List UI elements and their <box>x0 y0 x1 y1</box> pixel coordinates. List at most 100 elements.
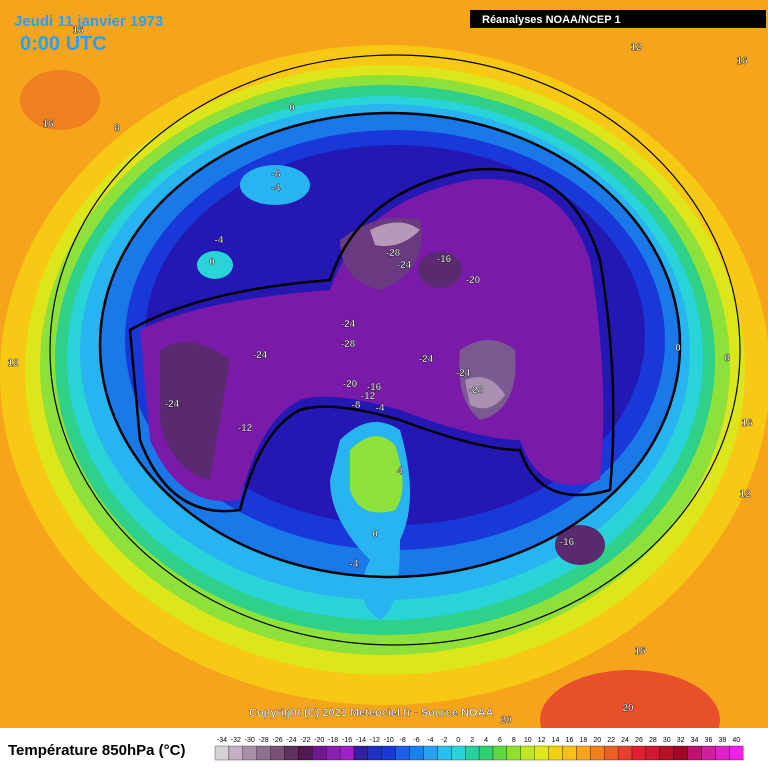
color-tick-label: 12 <box>538 737 546 744</box>
contour-label: -8 <box>352 400 361 411</box>
color-cell <box>576 745 591 761</box>
contour-label: 20 <box>622 703 634 714</box>
color-cell <box>590 745 605 761</box>
color-tick-label: 10 <box>524 737 532 744</box>
contour-label: -24 <box>253 350 268 361</box>
color-cell <box>701 745 716 761</box>
contour-label: -24 <box>419 354 434 365</box>
color-cell <box>604 745 619 761</box>
color-tick-label: 26 <box>635 737 643 744</box>
color-cell <box>478 745 494 761</box>
contour-label: 12 <box>7 358 19 369</box>
contour-label: 12 <box>739 489 751 500</box>
color-cell <box>659 745 674 761</box>
contour-label: -28 <box>386 248 401 259</box>
color-cell <box>409 745 424 761</box>
color-tick-label: 8 <box>512 737 516 744</box>
color-cell <box>534 745 549 761</box>
color-tick-label: 38 <box>718 737 726 744</box>
color-tick-label: 28 <box>649 737 657 744</box>
color-cell <box>381 745 396 761</box>
contour-label: -28 <box>341 339 356 350</box>
contours <box>49 54 741 646</box>
color-cell <box>617 745 633 761</box>
color-tick-label: -4 <box>427 737 433 744</box>
color-cell <box>715 745 730 761</box>
legend-title: Température 850hPa (°C) <box>8 742 185 759</box>
color-cell <box>465 745 480 761</box>
color-tick-label: 40 <box>732 737 740 744</box>
color-cell <box>673 745 688 761</box>
color-cell <box>284 745 299 761</box>
time-label: 0:00 UTC <box>20 33 107 55</box>
contour-label: 16 <box>736 56 748 67</box>
color-cell <box>687 745 702 761</box>
color-cell <box>451 745 466 761</box>
color-cell <box>367 745 382 761</box>
temperature-fields <box>0 45 768 770</box>
color-tick-label: -6 <box>413 737 419 744</box>
contour-label: 0 <box>675 343 681 354</box>
color-tick-label: 20 <box>593 737 601 744</box>
color-cell <box>395 745 410 761</box>
color-cell <box>256 745 271 761</box>
color-cell <box>729 745 744 761</box>
color-tick-label: 0 <box>456 737 460 744</box>
color-cell <box>242 745 257 761</box>
contour-label: 12 <box>630 42 642 53</box>
color-cell <box>339 745 355 761</box>
color-tick-label: -34 <box>217 737 227 744</box>
color-cell <box>312 745 327 761</box>
contour-label: -4 <box>350 559 359 570</box>
contour-label: -12 <box>238 423 253 434</box>
color-tick-label: -18 <box>328 737 338 744</box>
color-tick-label: 24 <box>621 737 629 744</box>
contour-label: -4 <box>215 235 224 246</box>
color-tick-label: -24 <box>286 737 296 744</box>
color-tick-label: 2 <box>470 737 474 744</box>
color-cell <box>520 745 535 761</box>
contour-label: -20 <box>343 379 358 390</box>
color-tick-label: -12 <box>370 737 380 744</box>
contour-label: 8 <box>724 353 730 364</box>
date-label: Jeudi 11 janvier 1973 <box>14 13 163 30</box>
contour-label: 16 <box>42 119 54 130</box>
color-tick-label: 36 <box>705 737 713 744</box>
color-cell <box>562 745 577 761</box>
color-cell <box>423 745 438 761</box>
contour-label: -16 <box>367 382 382 393</box>
contour-label: 0 <box>372 529 378 540</box>
contour-label: -24 <box>397 260 412 271</box>
color-cell <box>492 745 508 761</box>
contour-label: -4 <box>272 183 281 194</box>
color-cell <box>228 745 243 761</box>
color-tick-label: -22 <box>300 737 310 744</box>
color-tick-label: 18 <box>579 737 587 744</box>
contour-label: 16 <box>634 646 646 657</box>
source-label: Réanalyses NOAA/NCEP 1 <box>482 14 621 26</box>
contour-label: 8 <box>114 123 120 134</box>
contour-label: 16 <box>741 418 753 429</box>
color-cell <box>298 745 313 761</box>
contour-label: -20 <box>466 275 481 286</box>
color-tick-label: -2 <box>441 737 447 744</box>
color-cell <box>548 745 563 761</box>
contour-label: 16 <box>72 25 84 36</box>
color-tick-label: -30 <box>245 737 255 744</box>
color-tick-label: 4 <box>484 737 488 744</box>
color-cell <box>506 745 521 761</box>
color-cell <box>353 745 369 761</box>
source-bar <box>470 10 766 28</box>
color-scale: -34 -32 -30 -28 -26 -24 -22 -20 -18 -16 -14 -12 -10-… <box>214 737 744 761</box>
color-cell <box>645 745 660 761</box>
contour-label: -24 <box>456 368 471 379</box>
color-cell <box>270 745 285 761</box>
color-cell <box>437 745 452 761</box>
color-tick-label: 16 <box>566 737 574 744</box>
contour-label: -16 <box>437 254 452 265</box>
contour-label: -16 <box>560 537 575 548</box>
contour-label: -8 <box>272 169 281 180</box>
contour-label: -28 <box>469 385 484 396</box>
contour-label: -24 <box>341 319 356 330</box>
